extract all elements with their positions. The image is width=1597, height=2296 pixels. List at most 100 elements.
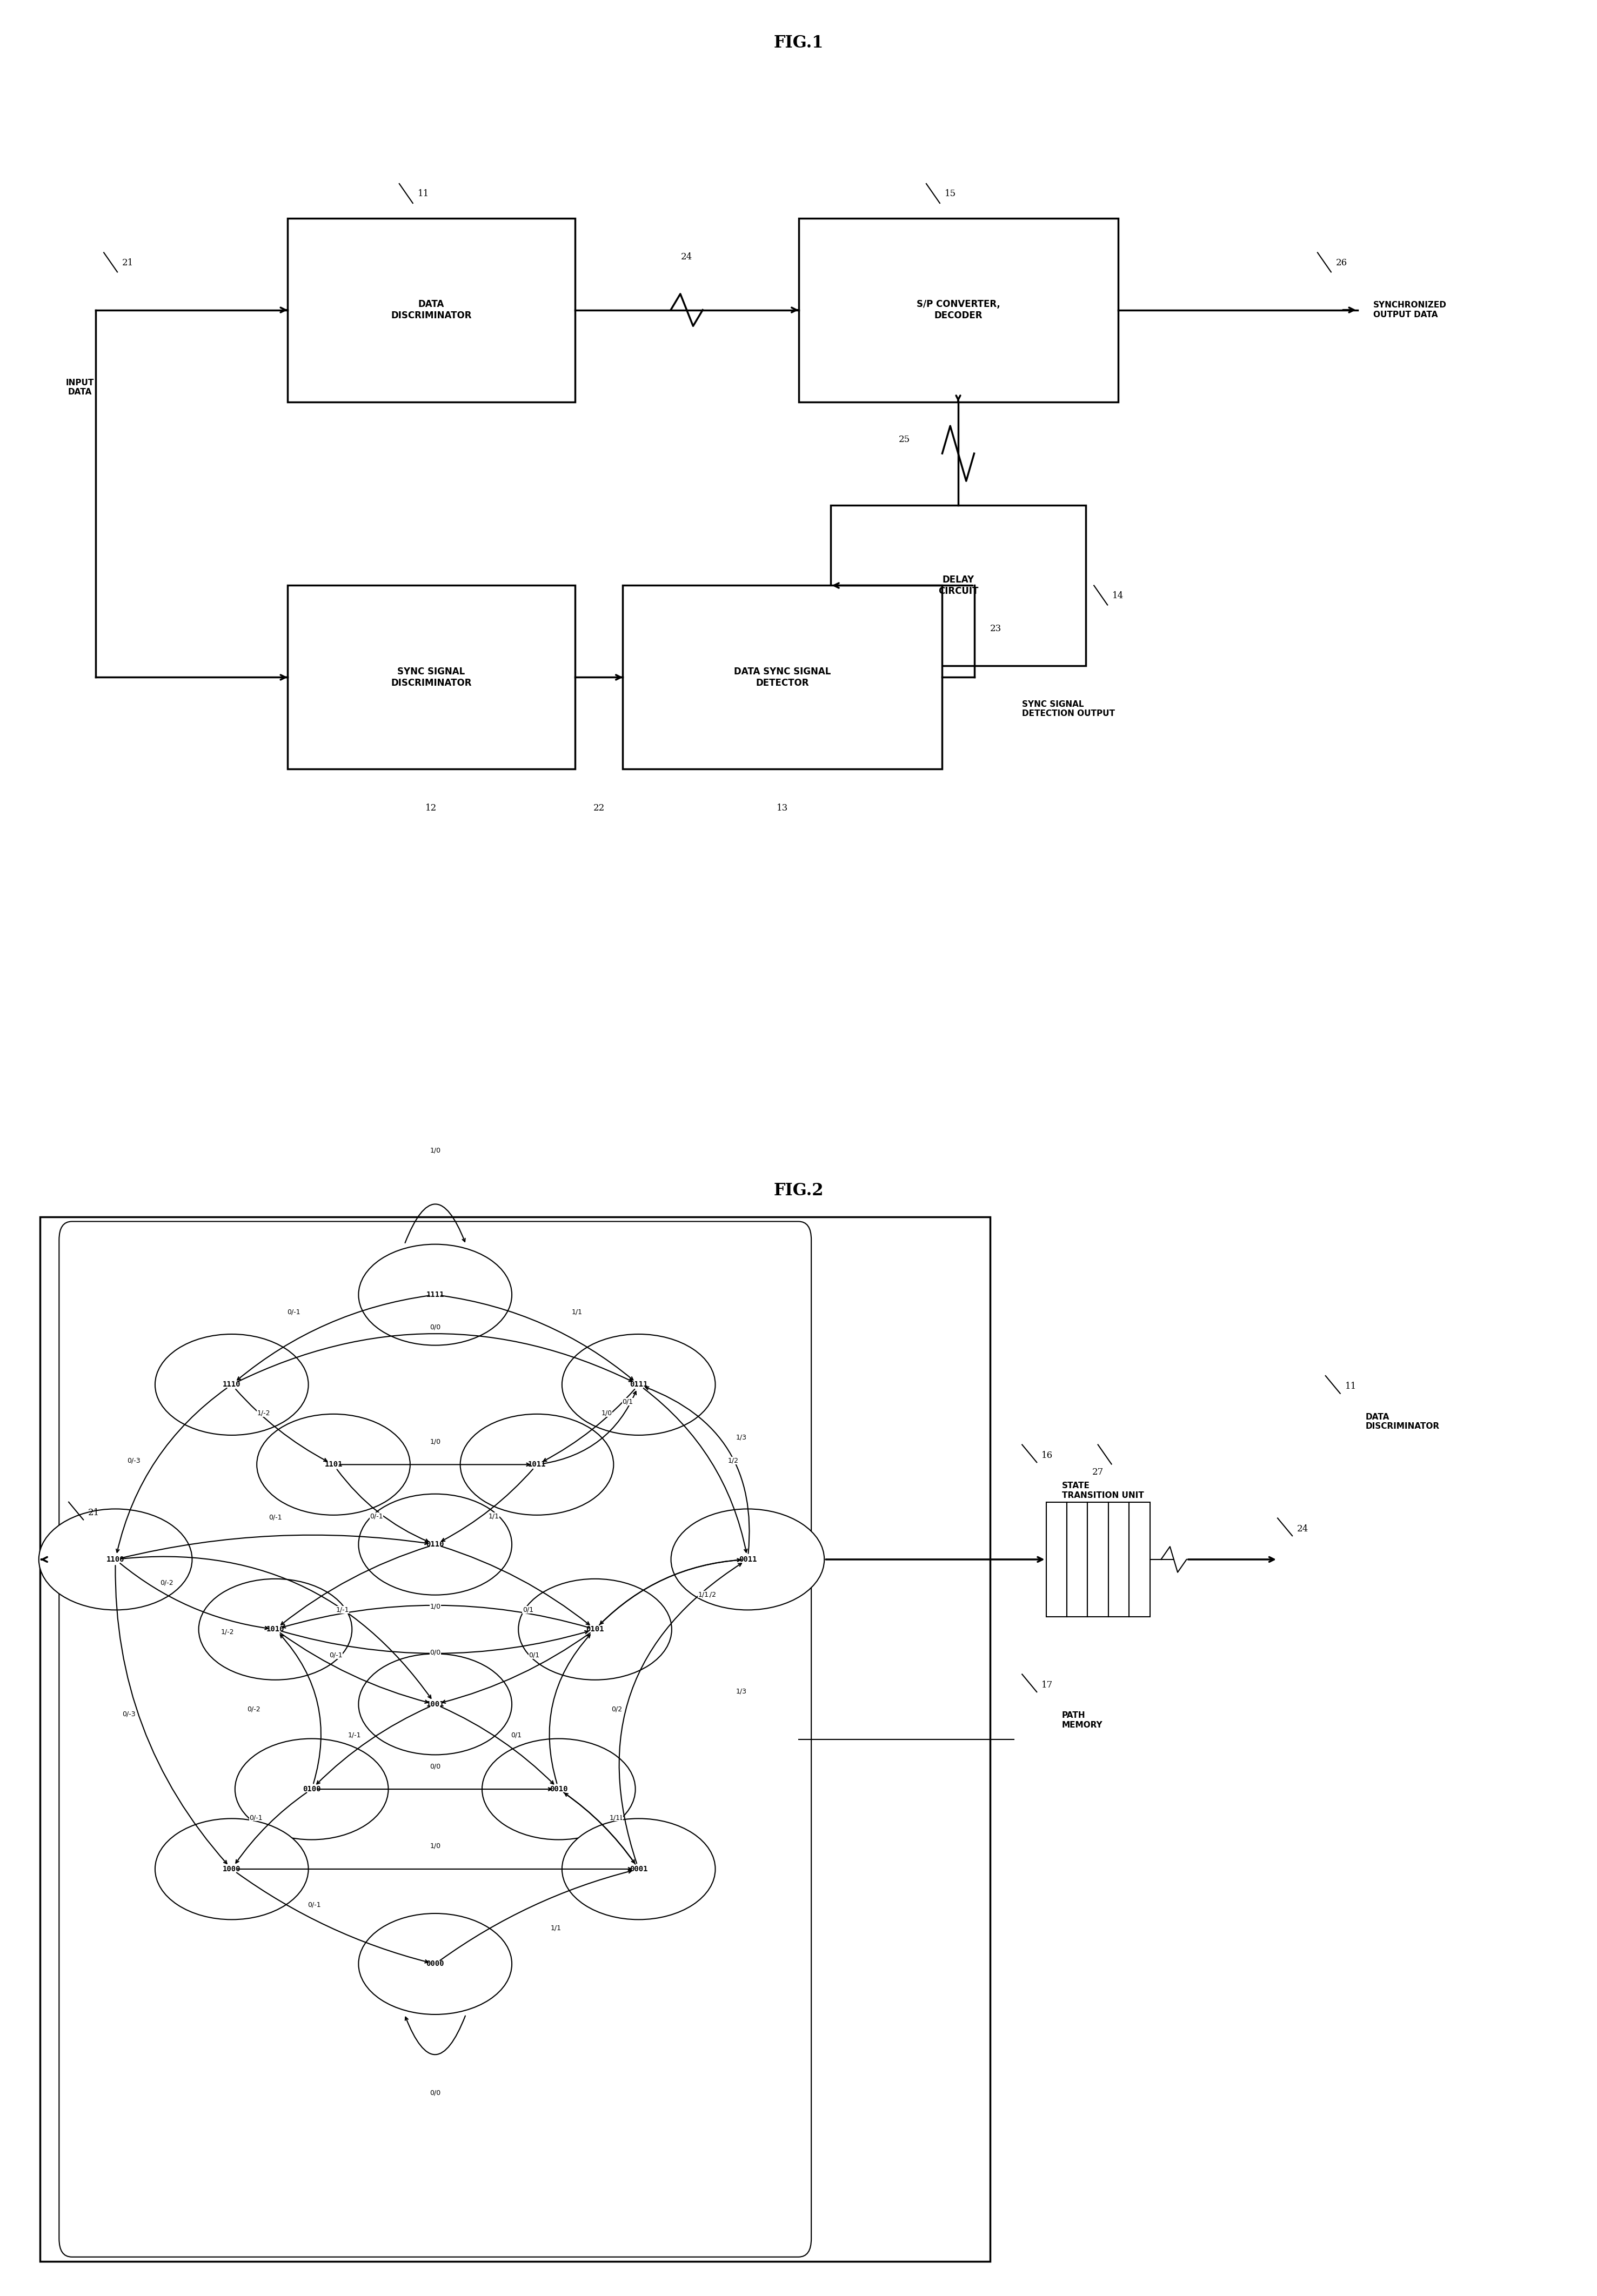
FancyArrowPatch shape bbox=[281, 308, 287, 312]
Text: S/P CONVERTER,
DECODER: S/P CONVERTER, DECODER bbox=[917, 298, 1000, 321]
Ellipse shape bbox=[460, 1414, 613, 1515]
FancyArrowPatch shape bbox=[281, 1630, 588, 1653]
Text: 1/-1: 1/-1 bbox=[348, 1731, 361, 1738]
Text: 1/1: 1/1 bbox=[698, 1591, 709, 1598]
Text: DATA SYNC SIGNAL
DETECTOR: DATA SYNC SIGNAL DETECTOR bbox=[735, 666, 830, 689]
Text: 17: 17 bbox=[1041, 1681, 1052, 1690]
FancyArrowPatch shape bbox=[441, 1545, 589, 1626]
FancyArrowPatch shape bbox=[616, 675, 623, 680]
FancyArrowPatch shape bbox=[283, 1605, 589, 1628]
Ellipse shape bbox=[519, 1580, 672, 1681]
Text: 14: 14 bbox=[1112, 590, 1124, 599]
Text: 1/-1: 1/-1 bbox=[335, 1607, 350, 1614]
Text: 27: 27 bbox=[1092, 1467, 1104, 1476]
FancyArrowPatch shape bbox=[543, 1389, 634, 1460]
Text: 0/-1: 0/-1 bbox=[308, 1901, 321, 1908]
Text: 0/1: 0/1 bbox=[623, 1398, 632, 1405]
Text: 0001: 0001 bbox=[629, 1864, 648, 1874]
FancyArrowPatch shape bbox=[645, 1387, 749, 1554]
Text: DATA
DISCRIMINATOR: DATA DISCRIMINATOR bbox=[391, 298, 471, 321]
Text: 0010: 0010 bbox=[549, 1786, 569, 1793]
FancyArrowPatch shape bbox=[564, 1793, 634, 1862]
FancyArrowPatch shape bbox=[337, 1469, 428, 1543]
Text: 0/1: 0/1 bbox=[511, 1731, 522, 1738]
FancyArrowPatch shape bbox=[281, 1545, 430, 1626]
Text: 1/0: 1/0 bbox=[602, 1410, 612, 1417]
FancyArrowPatch shape bbox=[600, 1559, 741, 1623]
Text: INPUT
DATA: INPUT DATA bbox=[65, 379, 94, 397]
Text: 1/1: 1/1 bbox=[612, 1814, 623, 1821]
Text: FIG.1: FIG.1 bbox=[773, 34, 824, 51]
Text: 0/1: 0/1 bbox=[522, 1607, 533, 1614]
Text: 0/-3: 0/-3 bbox=[128, 1458, 141, 1465]
Text: STATE
TRANSITION UNIT: STATE TRANSITION UNIT bbox=[1062, 1481, 1143, 1499]
Text: 16: 16 bbox=[1041, 1451, 1052, 1460]
Text: 11: 11 bbox=[1345, 1382, 1356, 1391]
FancyBboxPatch shape bbox=[798, 218, 1118, 402]
FancyBboxPatch shape bbox=[1067, 1502, 1088, 1616]
Text: 15: 15 bbox=[944, 188, 957, 197]
FancyArrowPatch shape bbox=[442, 1469, 533, 1541]
Text: 0/2: 0/2 bbox=[612, 1706, 623, 1713]
Text: 0/-1: 0/-1 bbox=[329, 1651, 343, 1658]
FancyBboxPatch shape bbox=[1046, 1502, 1067, 1616]
FancyArrowPatch shape bbox=[115, 1566, 227, 1864]
Text: 24: 24 bbox=[680, 253, 693, 262]
FancyArrowPatch shape bbox=[406, 1203, 465, 1242]
Text: 11: 11 bbox=[417, 188, 430, 197]
Text: DELAY
CIRCUIT: DELAY CIRCUIT bbox=[937, 574, 979, 597]
Text: SYNCHRONIZED
OUTPUT DATA: SYNCHRONIZED OUTPUT DATA bbox=[1373, 301, 1447, 319]
FancyArrowPatch shape bbox=[834, 583, 973, 588]
Ellipse shape bbox=[671, 1508, 824, 1609]
FancyBboxPatch shape bbox=[287, 585, 575, 769]
Text: 1/1: 1/1 bbox=[572, 1309, 583, 1316]
FancyBboxPatch shape bbox=[287, 218, 575, 402]
Text: PATH
MEMORY: PATH MEMORY bbox=[1062, 1711, 1104, 1729]
FancyBboxPatch shape bbox=[1088, 1502, 1108, 1616]
FancyArrowPatch shape bbox=[117, 1389, 227, 1552]
Text: 13: 13 bbox=[776, 804, 789, 813]
Text: 1110: 1110 bbox=[222, 1380, 241, 1389]
Ellipse shape bbox=[482, 1738, 636, 1839]
FancyArrowPatch shape bbox=[236, 1334, 632, 1382]
Ellipse shape bbox=[358, 1913, 511, 2014]
FancyArrowPatch shape bbox=[620, 1564, 741, 1864]
Text: 0/-1: 0/-1 bbox=[287, 1309, 300, 1316]
Text: 1/3: 1/3 bbox=[736, 1435, 746, 1442]
Text: 0100: 0100 bbox=[302, 1786, 321, 1793]
Ellipse shape bbox=[38, 1508, 192, 1609]
FancyArrowPatch shape bbox=[549, 1635, 591, 1784]
Text: 0000: 0000 bbox=[426, 1961, 444, 1968]
Text: 0/0: 0/0 bbox=[430, 1325, 441, 1332]
FancyArrowPatch shape bbox=[565, 1793, 636, 1864]
Text: 25: 25 bbox=[899, 434, 910, 443]
Text: 1101: 1101 bbox=[324, 1460, 342, 1469]
Text: 0111: 0111 bbox=[629, 1380, 648, 1389]
Text: 1/1: 1/1 bbox=[489, 1513, 500, 1520]
Text: 1011: 1011 bbox=[529, 1460, 546, 1469]
Text: 21: 21 bbox=[88, 1508, 99, 1518]
Text: 21: 21 bbox=[121, 257, 134, 266]
Ellipse shape bbox=[155, 1818, 308, 1919]
Text: 0/-1: 0/-1 bbox=[249, 1814, 262, 1821]
Text: 1/1: 1/1 bbox=[551, 1924, 562, 1931]
Text: DATA
DISCRIMINATOR: DATA DISCRIMINATOR bbox=[1365, 1412, 1439, 1430]
Text: 0/1: 0/1 bbox=[529, 1651, 540, 1658]
FancyBboxPatch shape bbox=[830, 505, 1086, 666]
FancyArrowPatch shape bbox=[236, 1874, 428, 1963]
FancyBboxPatch shape bbox=[40, 1217, 990, 2262]
Text: 1010: 1010 bbox=[267, 1626, 284, 1632]
Text: 1/2: 1/2 bbox=[706, 1591, 717, 1598]
FancyArrowPatch shape bbox=[121, 1557, 431, 1699]
FancyArrowPatch shape bbox=[599, 1559, 741, 1626]
FancyArrowPatch shape bbox=[238, 1867, 631, 1871]
Text: 1111: 1111 bbox=[426, 1290, 444, 1300]
Text: FIG.2: FIG.2 bbox=[773, 1182, 824, 1199]
Text: 1/-2: 1/-2 bbox=[220, 1628, 235, 1635]
FancyBboxPatch shape bbox=[1129, 1502, 1150, 1616]
FancyArrowPatch shape bbox=[318, 1789, 551, 1791]
Ellipse shape bbox=[257, 1414, 410, 1515]
Ellipse shape bbox=[235, 1738, 388, 1839]
Ellipse shape bbox=[358, 1653, 511, 1754]
FancyArrowPatch shape bbox=[279, 1632, 428, 1704]
